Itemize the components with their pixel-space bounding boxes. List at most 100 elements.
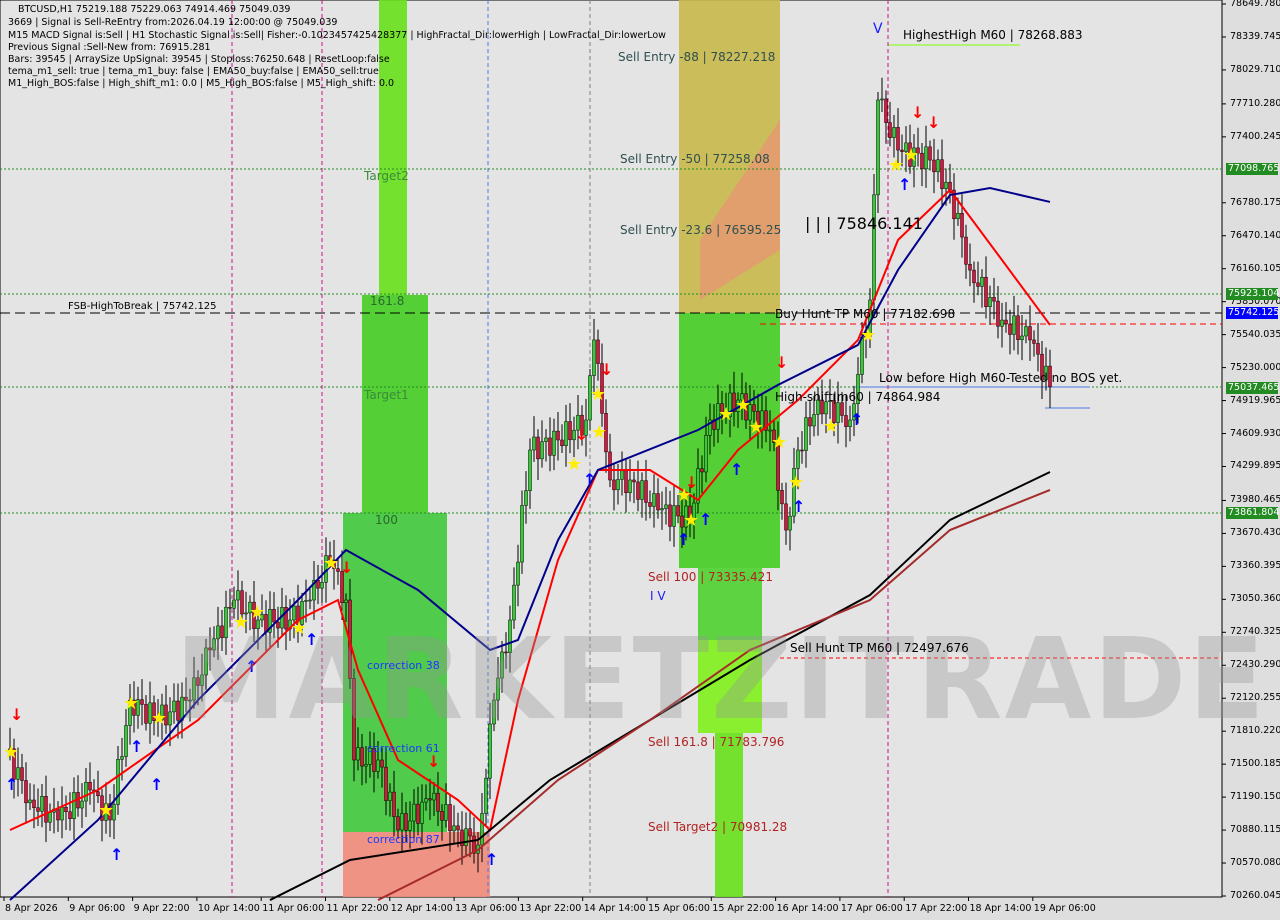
target2-label: Target2 — [364, 169, 409, 183]
star-icon: ★ — [683, 510, 699, 531]
candle-body — [436, 792, 440, 812]
candle-body — [596, 339, 600, 364]
sell-entry-23-label: Sell Entry -23.6 | 76595.25 — [620, 223, 782, 237]
candle-body — [620, 470, 624, 480]
candle-body — [440, 811, 444, 821]
candle-body — [88, 781, 92, 791]
symbol-line: BTCUSD,H1 75219.188 75229.063 74914.469 … — [18, 4, 291, 15]
candle-body — [244, 612, 248, 615]
sell-161-label: Sell 161.8 | 71783.796 — [648, 735, 785, 749]
info-line: M15 MACD Signal is:Sell | H1 Stochastic … — [8, 30, 666, 41]
candle-body — [708, 419, 712, 436]
candle-body — [996, 300, 1000, 327]
buy-arrow-icon: ↑ — [699, 510, 712, 529]
candle-body — [228, 606, 232, 609]
buy-arrow-icon: ↑ — [485, 850, 498, 869]
moving-averages — [9, 186, 1051, 901]
y-tick-label: 72430.290 — [1230, 659, 1280, 671]
candle-body — [688, 505, 692, 521]
candle-body — [628, 479, 632, 493]
candle-body — [124, 725, 128, 757]
y-tick-label: 77710.280 — [1230, 97, 1280, 109]
star-icon: ★ — [323, 553, 339, 574]
candle-body — [640, 480, 644, 500]
candle-body — [28, 799, 32, 804]
star-icon: ★ — [888, 155, 904, 176]
info-line: M1_High_BOS:false | High_shift_m1: 0.0 |… — [8, 78, 395, 89]
x-tick-label: 9 Apr 22:00 — [133, 903, 190, 914]
candle-body — [812, 414, 816, 427]
candle-body — [580, 414, 584, 436]
candle-body — [400, 813, 404, 831]
candle-body — [816, 399, 820, 415]
candle-body — [520, 505, 524, 563]
candle-body — [872, 194, 876, 301]
star-icon: ★ — [98, 800, 114, 821]
candle-body — [788, 515, 792, 531]
fib-100-label: 100 — [375, 513, 398, 527]
candle-body — [796, 449, 800, 469]
candle-body — [416, 803, 420, 824]
levels — [0, 0, 1222, 897]
star-icon: ★ — [735, 395, 751, 416]
candle-body — [356, 747, 360, 761]
y-tick-label: 73050.360 — [1230, 593, 1280, 605]
price-badge: 77098.765 — [1226, 162, 1280, 175]
x-tick-label: 15 Apr 22:00 — [712, 903, 775, 914]
candle-body — [792, 468, 796, 517]
y-tick-label: 74609.930 — [1230, 427, 1280, 439]
candle-body — [444, 804, 448, 821]
candle-body — [384, 766, 388, 801]
buy-arrow-icon: ↑ — [583, 470, 596, 489]
candle-body — [156, 719, 160, 722]
zone — [379, 0, 407, 295]
candle-body — [340, 571, 344, 604]
x-tick-label: 19 Apr 06:00 — [1033, 903, 1096, 914]
candle-body — [704, 435, 708, 473]
buy-hunt-label: Buy Hunt TP M60 | 77182.698 — [775, 307, 956, 321]
sell-arrow-icon: ↓ — [575, 425, 588, 444]
candle-body — [984, 276, 988, 308]
candles — [8, 77, 1052, 873]
candle-body — [60, 806, 64, 821]
candle-body — [116, 759, 120, 805]
y-tick-label: 76780.175 — [1230, 196, 1280, 208]
candle-body — [548, 437, 552, 456]
candle-body — [584, 419, 588, 436]
candle-body — [500, 651, 504, 679]
sell-100-label: Sell 100 | 73335.421 — [648, 570, 773, 584]
candle-body — [432, 792, 436, 801]
candle-body — [656, 493, 660, 511]
candle-body — [652, 493, 656, 507]
candle-body — [248, 601, 252, 614]
candle-body — [980, 276, 984, 287]
candle-body — [928, 146, 932, 161]
candle-body — [536, 436, 540, 460]
candle-body — [208, 647, 212, 651]
low-before-high-label: Low before High M60-Tested no BOS yet. — [879, 371, 1123, 385]
candle-body — [20, 767, 24, 781]
candle-body — [184, 696, 188, 701]
high-shift-label: High-shift|m60 | 74864.984 — [775, 390, 941, 404]
candle-body — [820, 399, 824, 415]
candle-body — [1036, 343, 1040, 355]
candle-body — [232, 599, 236, 609]
x-tick-label: 11 Apr 06:00 — [262, 903, 325, 914]
candle-body — [144, 704, 148, 724]
candle-body — [1044, 365, 1048, 381]
candle-body — [892, 127, 896, 138]
x-tick-label: 17 Apr 06:00 — [840, 903, 903, 914]
candle-body — [468, 828, 472, 837]
candle-body — [480, 813, 484, 846]
candle-body — [804, 417, 808, 451]
candle-body — [140, 699, 144, 705]
star-icon: ★ — [566, 454, 582, 475]
zone — [679, 313, 780, 568]
candle-body — [372, 747, 376, 772]
info-line: Previous Signal :Sell-New from: 76915.28… — [8, 42, 211, 53]
candle-body — [912, 147, 916, 167]
x-tick-label: 12 Apr 14:00 — [390, 903, 453, 914]
candle-body — [496, 677, 500, 701]
candle-body — [80, 800, 84, 809]
